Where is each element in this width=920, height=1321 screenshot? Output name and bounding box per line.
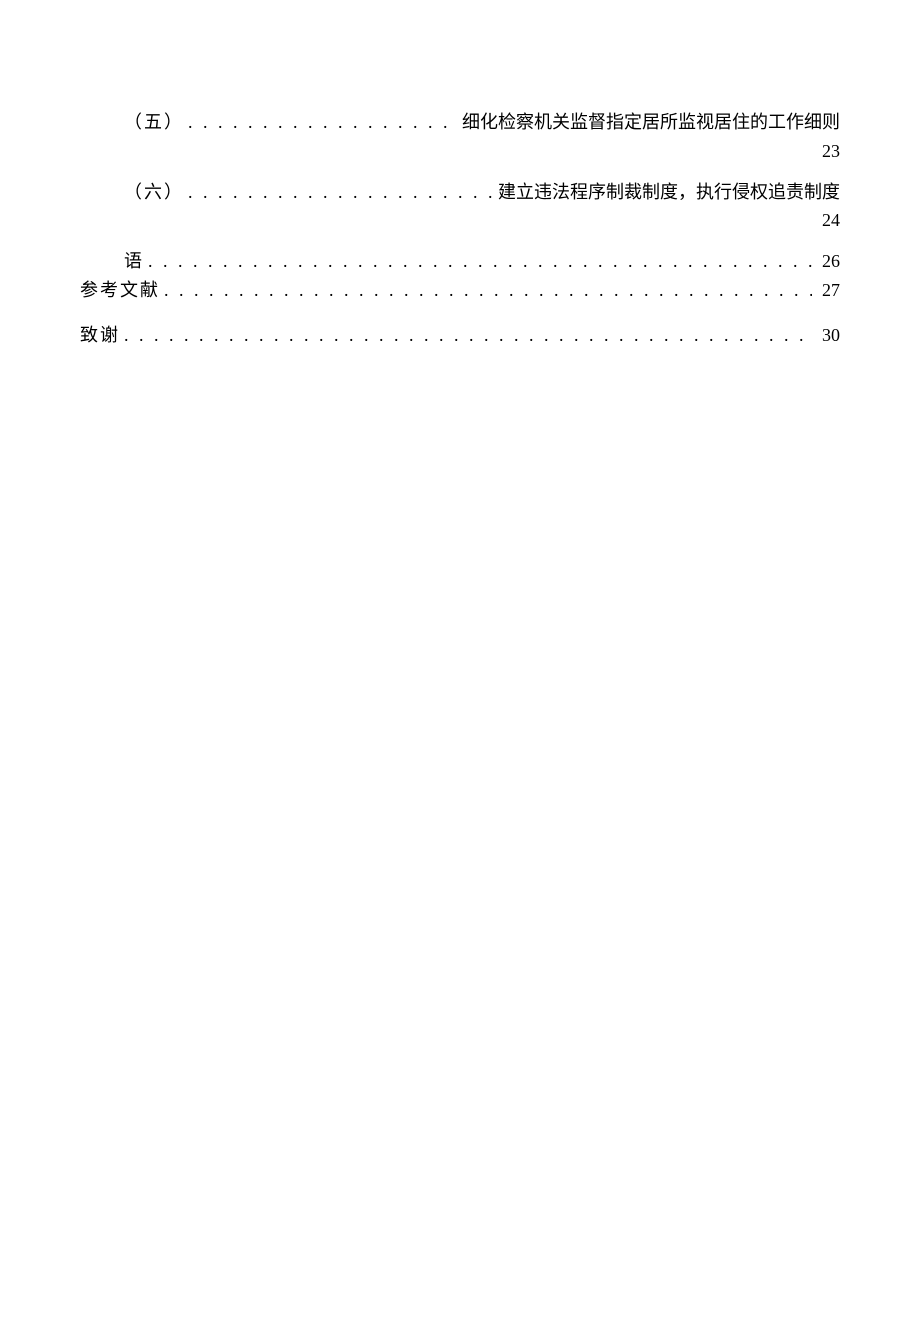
toc-label: 致谢 [80,321,120,350]
spacer [80,305,840,321]
toc-page: 23 [124,137,840,166]
toc-line: （六） 建立违法程序制裁制度，执行侵权追责制度 [124,178,840,207]
toc-label: 语 [124,247,144,276]
toc-dots [124,321,812,350]
toc-page: 26 [816,247,840,276]
toc-entry: 参考文献 27 [80,276,840,305]
toc-dots [188,178,494,207]
toc-title: 细化检察机关监督指定居所监视居住的工作细则 [462,108,840,137]
toc-label: （六） [124,178,184,207]
toc-container: （五） 细化检察机关监督指定居所监视居住的工作细则 23 （六） 建立违法程序制… [80,108,840,350]
toc-page: 27 [816,276,840,305]
toc-page: 24 [124,206,840,235]
toc-title: 建立违法程序制裁制度，执行侵权追责制度 [498,178,840,207]
toc-line: 参考文献 27 [80,276,840,305]
toc-line: 语 26 [124,247,840,276]
toc-entry: 语 26 [80,247,840,276]
toc-label: 参考文献 [80,276,160,305]
toc-entry: （六） 建立违法程序制裁制度，执行侵权追责制度 24 [80,178,840,236]
toc-dots [188,108,458,137]
toc-dots [148,247,812,276]
toc-entry: 致谢 30 [80,321,840,350]
toc-dots [164,276,812,305]
toc-line: 致谢 30 [80,321,840,350]
toc-page: 30 [816,321,840,350]
toc-entry: （五） 细化检察机关监督指定居所监视居住的工作细则 23 [80,108,840,166]
toc-label: （五） [124,108,184,137]
toc-line: （五） 细化检察机关监督指定居所监视居住的工作细则 [124,108,840,137]
